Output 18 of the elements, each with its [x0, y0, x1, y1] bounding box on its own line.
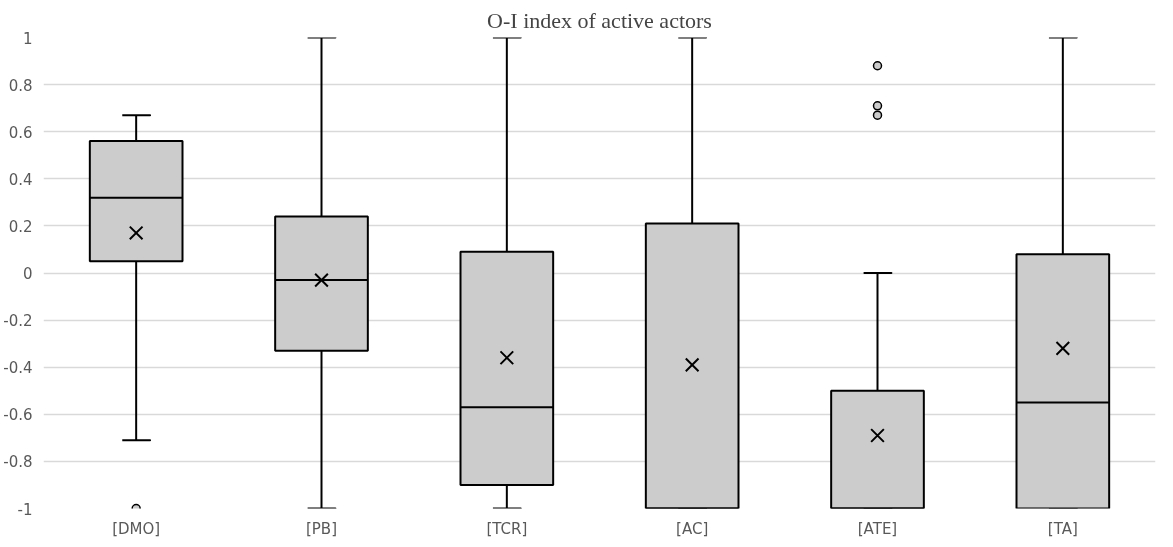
- y-tick-label: -0.2: [3, 312, 33, 331]
- y-tick-label: 0.6: [8, 123, 33, 142]
- x-tick-label: [ATE]: [857, 519, 898, 538]
- x-tick-label: [TCR]: [486, 519, 528, 538]
- chart-title: O-I index of active actors: [487, 7, 712, 33]
- y-tick-label: -0.6: [3, 406, 33, 425]
- x-tick-label: [PB]: [305, 519, 338, 538]
- y-tick-label: -1: [17, 500, 33, 519]
- x-tick-label: [DMO]: [112, 519, 161, 538]
- x-tick-label: [AC]: [676, 519, 709, 538]
- x-tick-label: [TA]: [1047, 519, 1078, 538]
- y-tick-label: 0.8: [8, 76, 33, 95]
- y-tick-label: 0.2: [8, 217, 33, 236]
- y-tick-label: 0.4: [8, 170, 33, 189]
- y-tick-label: 1: [22, 29, 33, 48]
- y-tick-label: -0.8: [3, 453, 33, 472]
- y-tick-label: -0.4: [3, 359, 33, 378]
- y-tick-label: 0: [22, 265, 33, 283]
